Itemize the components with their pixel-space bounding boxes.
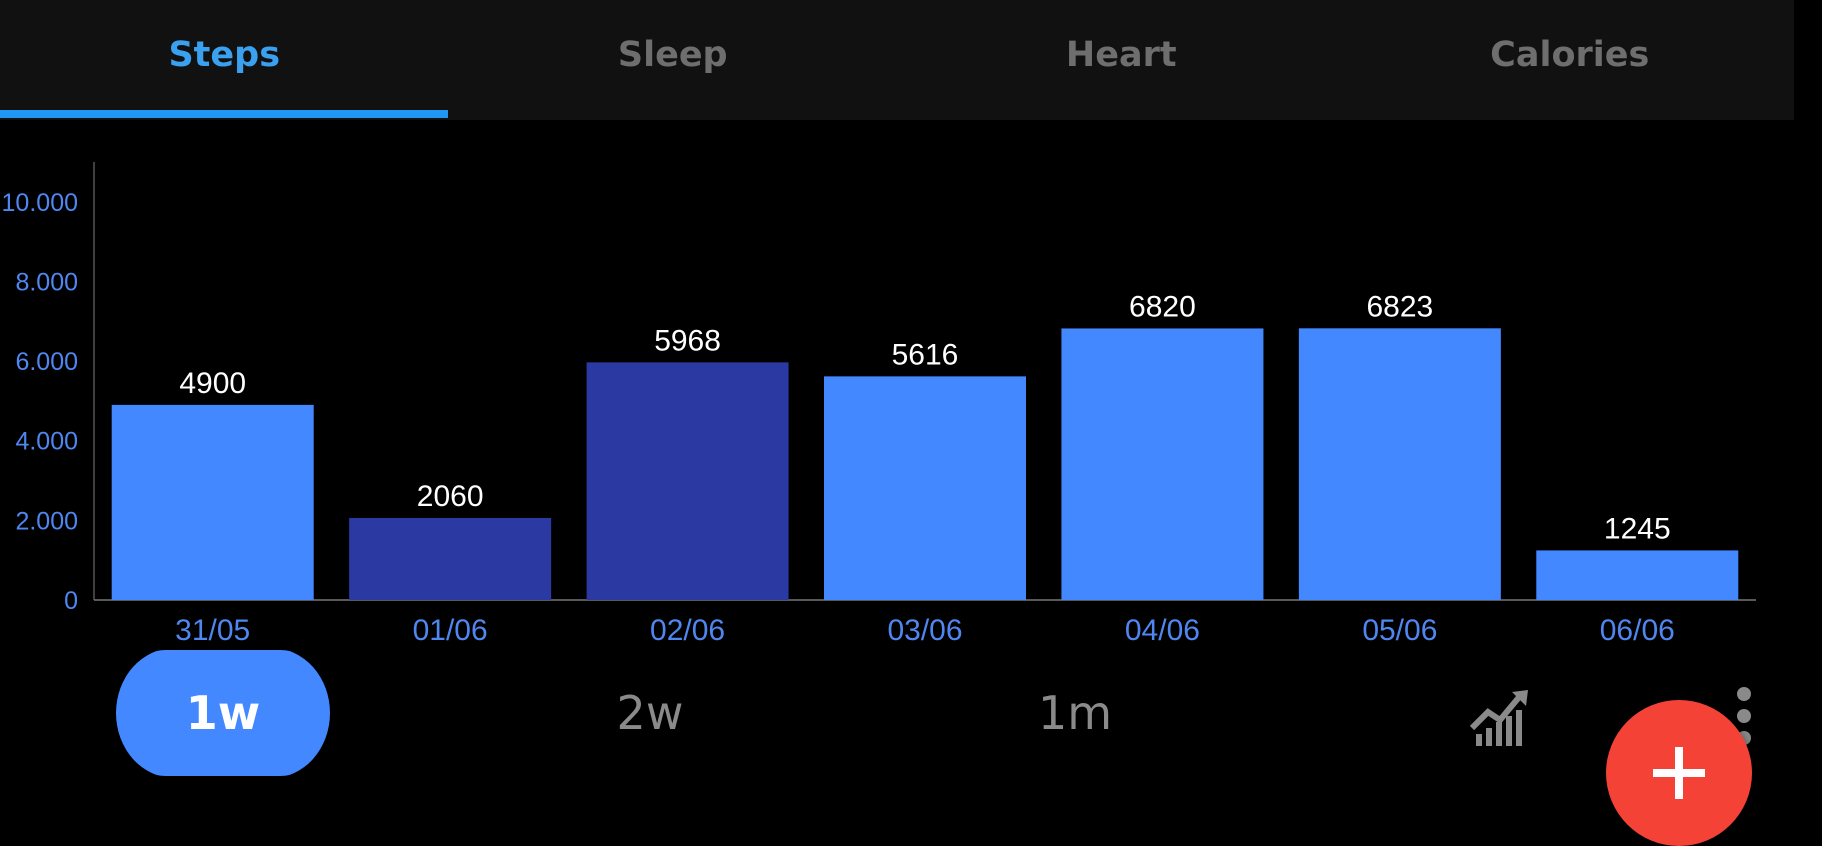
bar-value-label: 5968 xyxy=(654,324,721,357)
x-tick-label: 02/06 xyxy=(650,614,725,647)
add-entry-button[interactable] xyxy=(1606,700,1752,846)
bar-value-label: 6823 xyxy=(1366,290,1433,323)
bar xyxy=(1536,550,1739,600)
bar-value-label: 6820 xyxy=(1129,290,1196,323)
y-tick-label: 6.000 xyxy=(15,348,78,376)
bar-value-label: 4900 xyxy=(179,367,246,400)
y-tick-label: 10.000 xyxy=(2,189,78,217)
range-2w-button[interactable]: 2w xyxy=(616,686,684,740)
x-tick-label: 01/06 xyxy=(413,614,488,647)
y-tick-label: 8.000 xyxy=(15,268,78,296)
bar-value-label: 5616 xyxy=(892,338,959,371)
trend-chart-icon[interactable] xyxy=(1470,688,1530,748)
range-1w-button[interactable]: 1w xyxy=(116,650,330,776)
range-controls: 1w 2w 1m xyxy=(0,640,1822,807)
x-tick-label: 05/06 xyxy=(1362,614,1437,647)
range-1m-button[interactable]: 1m xyxy=(1037,686,1113,740)
x-tick-label: 06/06 xyxy=(1600,614,1675,647)
x-tick-label: 03/06 xyxy=(887,614,962,647)
bar-value-label: 2060 xyxy=(417,480,484,513)
bar xyxy=(349,517,552,600)
steps-bar-chart: 0 2.000 4.000 6.000 8.000 10.000 4900 31/05 2060… xyxy=(2,162,1756,647)
x-tick-label: 04/06 xyxy=(1125,614,1200,647)
bar xyxy=(1298,328,1501,600)
active-tab-indicator xyxy=(0,110,448,118)
bar xyxy=(1061,328,1264,600)
bar xyxy=(111,404,314,600)
bar-value-label: 1245 xyxy=(1604,512,1671,545)
y-tick-label: 2.000 xyxy=(15,507,78,535)
bar xyxy=(824,376,1026,600)
plus-icon xyxy=(1653,747,1705,799)
tab-heart[interactable]: Heart xyxy=(1065,35,1177,75)
tab-steps[interactable]: Steps xyxy=(168,35,281,75)
bar xyxy=(586,362,789,600)
tab-calories[interactable]: Calories xyxy=(1490,35,1650,75)
tab-sleep[interactable]: Sleep xyxy=(617,35,728,75)
y-tick-label: 4.000 xyxy=(15,428,78,456)
x-tick-label: 31/05 xyxy=(175,614,250,647)
tab-bar: Steps Sleep Heart Calories xyxy=(0,0,1794,120)
y-tick-label: 0 xyxy=(64,587,78,615)
